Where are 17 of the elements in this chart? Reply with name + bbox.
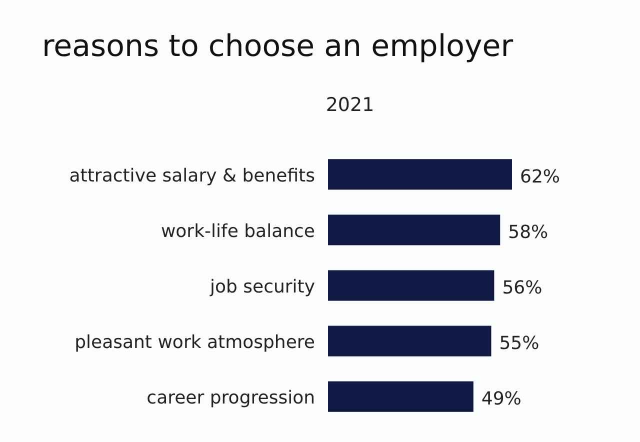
y-tick-label: career progression — [146, 388, 315, 409]
data-label: 55% — [499, 333, 540, 354]
chart-subtitle: 2021 — [326, 94, 374, 116]
y-tick-label: pleasant work atmosphere — [74, 332, 315, 354]
y-tick-label: job security — [208, 276, 316, 298]
data-label: 56% — [502, 278, 542, 298]
chart-title: reasons to choose an employer — [42, 29, 514, 64]
y-tick-label: work-life balance — [160, 220, 315, 242]
bar — [328, 214, 500, 246]
data-label: 49% — [481, 388, 522, 410]
data-label: 62% — [520, 166, 560, 188]
data-label: 58% — [508, 222, 548, 243]
bar — [328, 381, 474, 412]
y-tick-label: attractive salary & benefits — [69, 165, 315, 186]
bar — [328, 326, 492, 356]
bar — [328, 159, 512, 190]
bar — [328, 270, 494, 301]
